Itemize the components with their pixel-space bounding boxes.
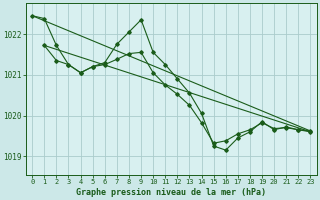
X-axis label: Graphe pression niveau de la mer (hPa): Graphe pression niveau de la mer (hPa) [76, 188, 266, 197]
